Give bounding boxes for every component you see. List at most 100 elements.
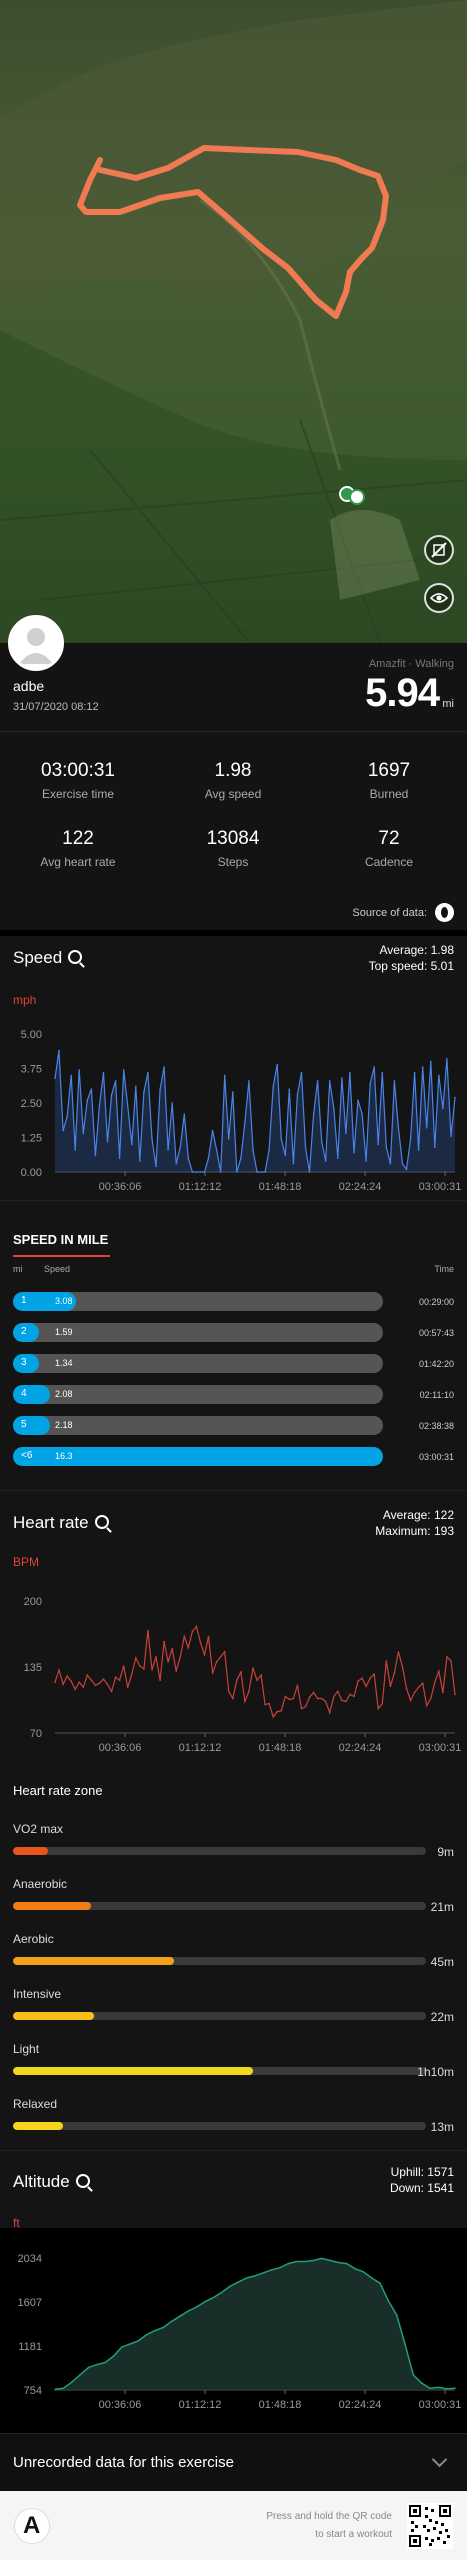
data-point bbox=[98, 1682, 101, 1684]
data-point bbox=[405, 1168, 408, 1170]
zone-bar bbox=[13, 2012, 94, 2020]
zoom-icon[interactable] bbox=[75, 2174, 90, 2188]
zone-time: 1h10m bbox=[417, 2065, 454, 2079]
data-point bbox=[90, 1088, 93, 1090]
series-area bbox=[55, 2258, 455, 2390]
heart-zone-title: Heart rate zone bbox=[13, 1783, 103, 1798]
data-point bbox=[179, 1146, 182, 1148]
data-point bbox=[179, 2315, 181, 2317]
divider bbox=[0, 731, 467, 732]
mile-speed-bar bbox=[13, 1447, 383, 1466]
avatar[interactable] bbox=[8, 615, 64, 671]
speed-chart[interactable]: 5.00 3.75 2.50 1.25 0.00 00:36:06 01:12:12 01:4… bbox=[0, 1022, 467, 1218]
mile-time: 03:00:31 bbox=[418, 1452, 454, 1462]
stat-burned: 1697 Burned bbox=[367, 760, 411, 801]
data-point bbox=[430, 1697, 432, 1700]
divider bbox=[0, 2150, 467, 2151]
altitude-stats: Uphill: 1571 Down: 1541 bbox=[389, 2165, 454, 2195]
data-point bbox=[131, 1673, 133, 1675]
data-point bbox=[126, 1686, 129, 1689]
data-point bbox=[421, 1066, 424, 1068]
mile-index: 2 bbox=[21, 1326, 27, 1337]
mile-time: 00:29:00 bbox=[418, 1297, 454, 1307]
data-point bbox=[320, 2257, 323, 2260]
data-point bbox=[337, 1157, 339, 1159]
data-point bbox=[215, 1149, 218, 1151]
speed-stats: Average: 1.98 Top speed: 5.01 bbox=[368, 943, 454, 973]
altitude-title: Altitude bbox=[13, 2172, 90, 2192]
speed-unit: mph bbox=[13, 993, 37, 1007]
zoom-icon[interactable] bbox=[94, 1515, 109, 1529]
data-point bbox=[304, 2260, 306, 2263]
data-point bbox=[219, 1171, 222, 1173]
altitude-chart[interactable]: 2034 1607 1181 754 00:36:06 01:12:12 01:48:18 0… bbox=[0, 2240, 467, 2415]
data-point bbox=[104, 2361, 106, 2364]
data-point bbox=[195, 1171, 198, 1173]
data-point bbox=[129, 2343, 131, 2345]
data-point bbox=[308, 1696, 311, 1699]
data-point bbox=[143, 1091, 145, 1093]
data-point bbox=[232, 1091, 234, 1093]
mile-row: 4 2.08 bbox=[13, 1385, 383, 1404]
data-point bbox=[276, 1710, 279, 1713]
data-point bbox=[248, 1690, 250, 1693]
data-point bbox=[324, 1700, 327, 1703]
stat-avg-heart-rate: 122 Avg heart rate bbox=[40, 828, 116, 869]
qr-code[interactable] bbox=[407, 2503, 453, 2549]
data-point bbox=[147, 1629, 149, 1632]
route-map[interactable] bbox=[0, 0, 467, 643]
layers-off-icon[interactable] bbox=[424, 535, 454, 565]
data-point bbox=[377, 1707, 380, 1710]
data-point bbox=[328, 1711, 331, 1714]
data-point bbox=[207, 1635, 210, 1638]
unrecorded-data-row[interactable]: Unrecorded data for this exercise bbox=[0, 2433, 467, 2491]
eye-icon[interactable] bbox=[424, 583, 454, 613]
mile-speed-bar bbox=[13, 1385, 50, 1404]
source-device-icon[interactable] bbox=[435, 903, 454, 922]
data-point bbox=[82, 1686, 85, 1689]
data-point bbox=[54, 1681, 56, 1683]
data-point bbox=[320, 1140, 323, 1143]
amazfit-logo bbox=[14, 2508, 50, 2544]
x-tick-label: 00:36:06 bbox=[99, 1742, 142, 1753]
data-point bbox=[292, 1697, 295, 1700]
data-point bbox=[260, 1674, 262, 1676]
data-point bbox=[381, 1071, 384, 1074]
heart-rate-chart[interactable]: 200 135 70 00:36:06 01:12:12 01:48:18 02:24:24… bbox=[0, 1583, 467, 1753]
mile-speed: 16.3 bbox=[55, 1451, 73, 1461]
data-point bbox=[379, 2282, 381, 2284]
data-point bbox=[276, 1063, 279, 1066]
zone-label: Aerobic bbox=[13, 1932, 54, 1946]
y-tick-label: 70 bbox=[30, 1728, 42, 1740]
stat-avg-speed: 1.98 Avg speed bbox=[204, 760, 262, 801]
data-point bbox=[232, 1697, 234, 1700]
mile-index: 5 bbox=[21, 1419, 27, 1430]
data-point bbox=[131, 1143, 133, 1146]
zoom-icon[interactable] bbox=[68, 950, 83, 964]
data-point bbox=[211, 1672, 214, 1674]
data-point bbox=[256, 1171, 258, 1173]
y-tick-label: 3.75 bbox=[21, 1064, 42, 1076]
zone-bar bbox=[13, 2067, 253, 2075]
mile-index: 1 bbox=[21, 1295, 27, 1306]
data-point bbox=[345, 1132, 347, 1135]
data-point bbox=[437, 2386, 440, 2389]
chevron-down-icon bbox=[431, 2451, 448, 2468]
mile-index: 4 bbox=[21, 1388, 27, 1399]
data-point bbox=[110, 1093, 113, 1096]
data-point bbox=[446, 1058, 448, 1060]
data-point bbox=[362, 2271, 365, 2273]
data-point bbox=[445, 2388, 448, 2390]
y-tick-label: 5.00 bbox=[21, 1029, 42, 1041]
mile-speed-bar bbox=[13, 1354, 39, 1373]
zone-label: Intensive bbox=[13, 1987, 62, 2001]
zone-track bbox=[13, 1847, 426, 1855]
data-point bbox=[430, 1060, 432, 1063]
data-point bbox=[429, 2387, 431, 2390]
data-point bbox=[187, 1157, 190, 1159]
data-point bbox=[74, 1149, 76, 1151]
data-point bbox=[143, 1668, 145, 1670]
data-point bbox=[287, 2262, 290, 2265]
data-point bbox=[94, 1154, 97, 1157]
data-point bbox=[450, 1135, 452, 1137]
